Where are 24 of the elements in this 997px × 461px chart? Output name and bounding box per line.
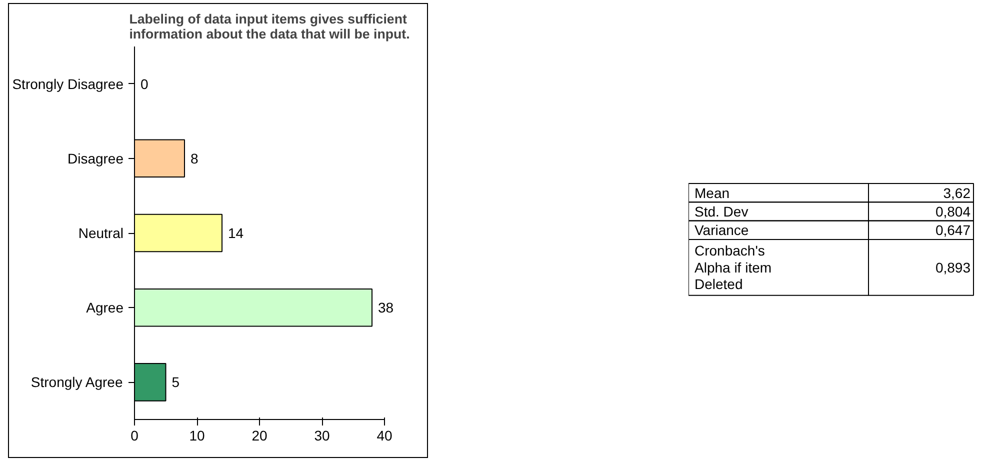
text: Variance (694, 222, 749, 238)
y-tick-label: Strongly Agree (30, 374, 123, 390)
x-tick-label: 40 (376, 428, 392, 444)
data-label: 0 (140, 76, 148, 92)
chart-title: Labeling of data input items gives sufficient information about the data that will be input. (129, 12, 410, 42)
text: 0,804 (935, 203, 971, 220)
x-tick-label: 10 (189, 428, 205, 444)
data-label: 8 (190, 150, 198, 166)
text: Cronbach's Alpha if item Deleted (694, 242, 772, 292)
y-tick-label: Disagree (67, 150, 124, 166)
y-tick-label: Strongly Disagree (12, 76, 124, 92)
data-label: 14 (228, 225, 244, 241)
text: Std. Dev (694, 203, 748, 220)
x-tick-label: 20 (252, 428, 268, 444)
y-tick-label: Neutral (78, 225, 124, 241)
data-label: 38 (378, 300, 394, 316)
y-tick-label: Agree (86, 300, 124, 316)
data-label: 5 (172, 374, 180, 390)
text: 0,893 (935, 259, 971, 276)
text: 3,62 (943, 184, 971, 201)
x-tick-label: 0 (130, 428, 139, 444)
text: Mean (694, 184, 730, 201)
x-tick-label: 30 (314, 428, 330, 444)
text: 0,647 (935, 222, 971, 238)
